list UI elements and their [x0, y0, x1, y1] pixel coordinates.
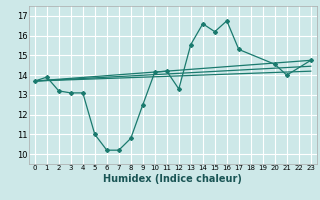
X-axis label: Humidex (Indice chaleur): Humidex (Indice chaleur): [103, 174, 242, 184]
